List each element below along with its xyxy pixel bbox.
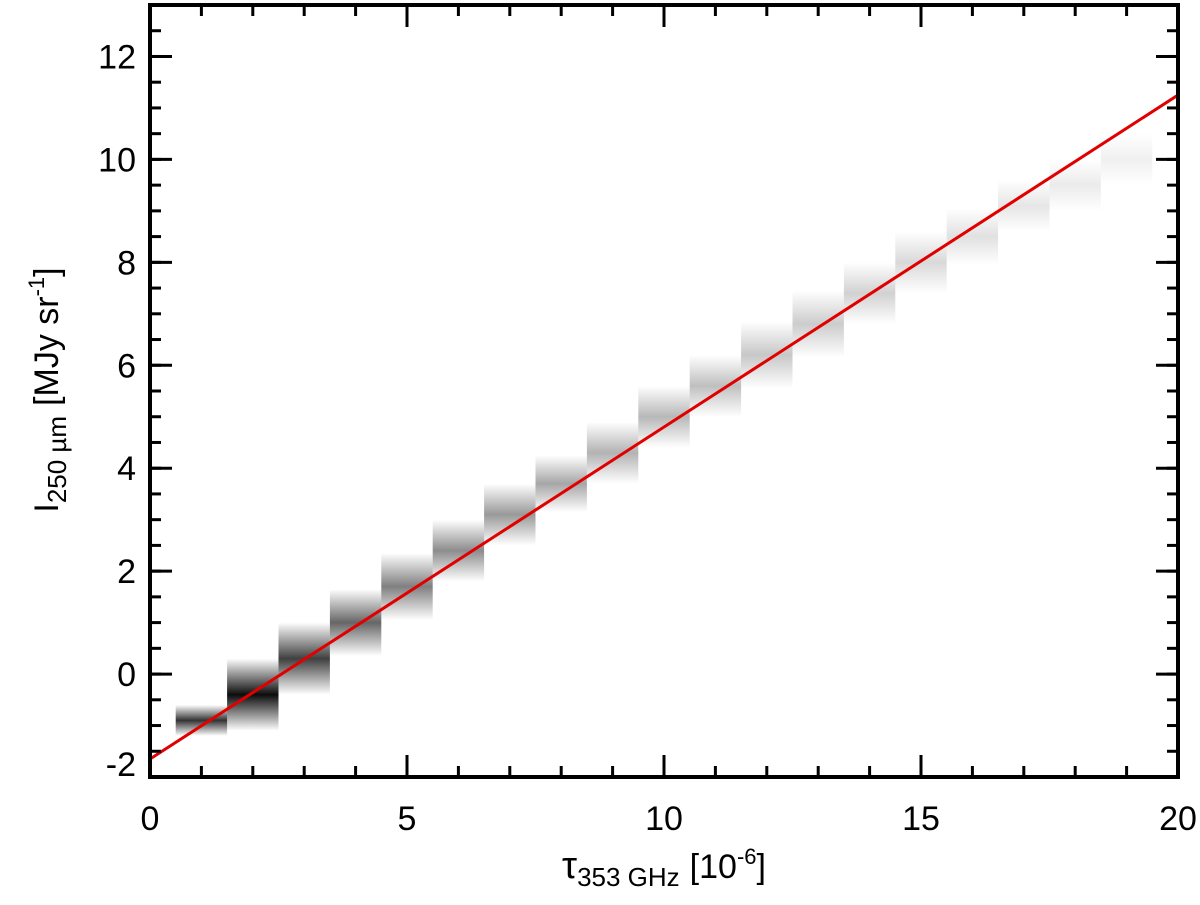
density-cloud — [150, 93, 1178, 761]
y-tick-label: 2 — [117, 553, 136, 591]
y-axis-title: I250 µm[MJy sr-1] — [24, 267, 72, 512]
x-tick-label: 20 — [1159, 800, 1197, 838]
density-bin — [689, 354, 742, 417]
density-bin — [175, 704, 228, 736]
density-bin — [329, 589, 382, 657]
x-tick-label: 15 — [902, 800, 940, 838]
y-tick-label: 4 — [117, 450, 136, 488]
x-axis-title: τ353 GHz [10-6] — [562, 844, 766, 892]
y-tick-label: 0 — [117, 656, 136, 694]
y-tick-label: 6 — [117, 347, 136, 385]
x-tick-label: 0 — [141, 800, 160, 838]
plot-frame — [148, 3, 1180, 779]
y-tick-label: 8 — [117, 244, 136, 282]
y-tick-label: 10 — [98, 141, 136, 179]
density-bin — [1100, 133, 1153, 186]
density-bin — [792, 290, 844, 358]
x-tick-label: 10 — [645, 800, 683, 838]
y-tick-label: -2 — [106, 746, 136, 784]
density-bin — [381, 553, 433, 621]
density-bin — [586, 421, 639, 484]
density-bin — [227, 658, 279, 731]
fit-line — [150, 93, 1178, 761]
x-tick-label: 5 — [398, 800, 417, 838]
density-bin — [741, 321, 793, 389]
density-bin — [1049, 159, 1101, 211]
y-tick-label: 12 — [98, 38, 136, 76]
